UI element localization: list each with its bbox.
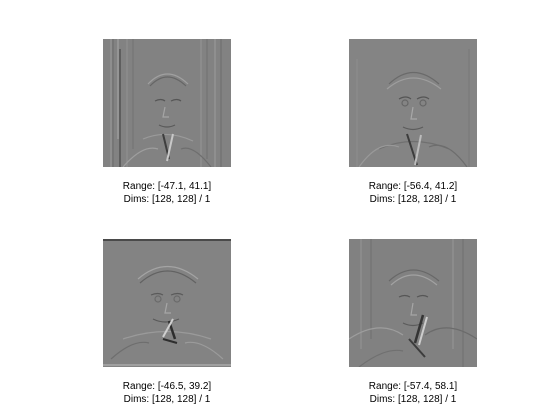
filtered-image-2 <box>349 39 477 167</box>
dims-label: Dims: [128, 128] / 1 <box>309 393 517 406</box>
filtered-image-4 <box>349 239 477 367</box>
range-label: Range: [-46.5, 39.2] <box>63 380 271 393</box>
filtered-image-1 <box>103 39 231 167</box>
range-label: Range: [-57.4, 58.1] <box>309 380 517 393</box>
caption-4: Range: [-57.4, 58.1] Dims: [128, 128] / … <box>309 380 517 406</box>
dims-label: Dims: [128, 128] / 1 <box>63 393 271 406</box>
range-label: Range: [-56.4, 41.2] <box>309 180 517 193</box>
caption-2: Range: [-56.4, 41.2] Dims: [128, 128] / … <box>309 180 517 206</box>
dims-label: Dims: [128, 128] / 1 <box>309 193 517 206</box>
caption-3: Range: [-46.5, 39.2] Dims: [128, 128] / … <box>63 380 271 406</box>
dims-label: Dims: [128, 128] / 1 <box>63 193 271 206</box>
range-label: Range: [-47.1, 41.1] <box>63 180 271 193</box>
caption-1: Range: [-47.1, 41.1] Dims: [128, 128] / … <box>63 180 271 206</box>
filtered-image-3 <box>103 239 231 367</box>
